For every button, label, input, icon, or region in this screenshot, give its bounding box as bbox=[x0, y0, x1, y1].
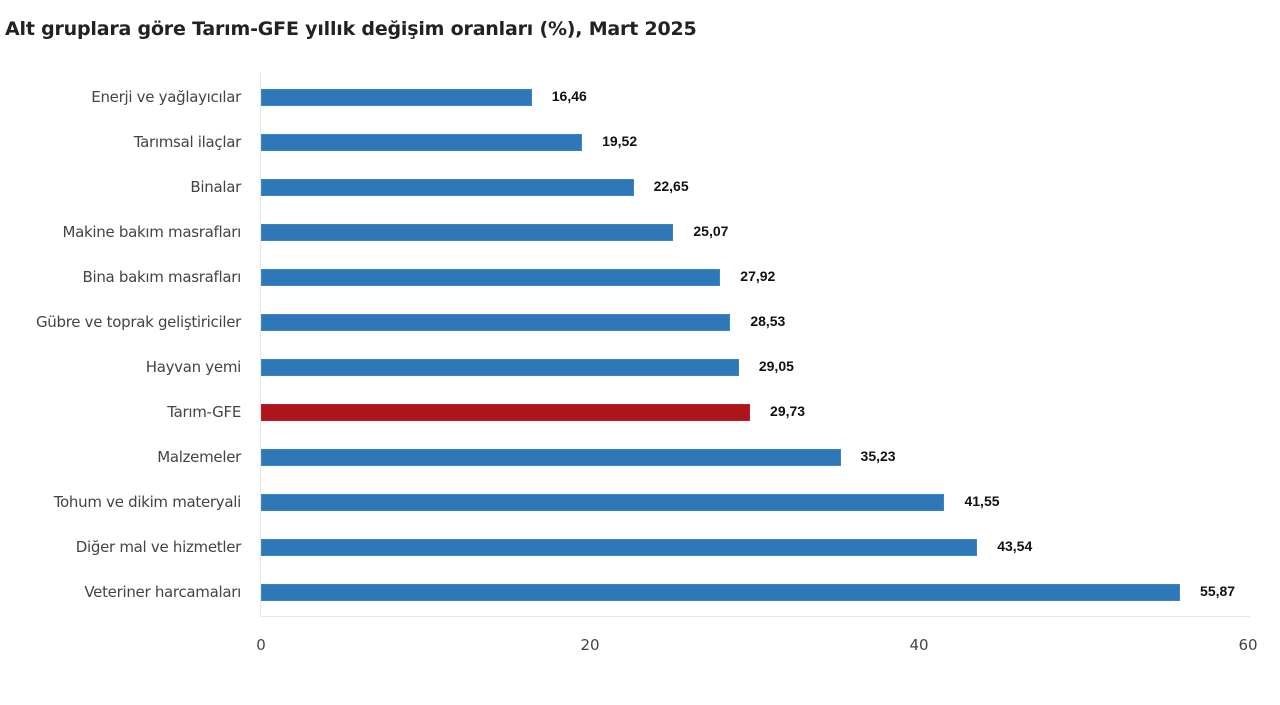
bar bbox=[261, 89, 532, 106]
category-label: Malzemeler bbox=[157, 448, 241, 466]
x-axis-line bbox=[260, 616, 1250, 617]
value-label: 28,53 bbox=[750, 313, 786, 329]
bar bbox=[261, 494, 945, 511]
bar bbox=[261, 314, 731, 331]
value-label: 55,87 bbox=[1200, 583, 1236, 599]
y-axis-line bbox=[260, 72, 261, 616]
category-label: Tohum ve dikim materyali bbox=[53, 493, 242, 511]
value-label: 25,07 bbox=[693, 223, 729, 239]
bar-row: Hayvan yemi 29,05 bbox=[0, 353, 1280, 383]
value-label: 29,05 bbox=[758, 358, 794, 374]
bar-row: Binalar 22,65 bbox=[0, 173, 1280, 203]
bar bbox=[261, 179, 634, 196]
value-label: 27,92 bbox=[740, 268, 776, 284]
bar bbox=[261, 134, 583, 151]
bar bbox=[261, 269, 721, 286]
x-tick-20: 20 bbox=[580, 636, 600, 654]
value-label: 41,55 bbox=[964, 493, 1000, 509]
category-label: Hayvan yemi bbox=[145, 358, 242, 376]
value-label: 16,46 bbox=[551, 88, 587, 104]
category-label: Binalar bbox=[190, 178, 241, 196]
category-label: Tarım-GFE bbox=[167, 403, 241, 421]
category-label: Gübre ve toprak geliştiriciler bbox=[35, 313, 241, 331]
category-label: Enerji ve yağlayıcılar bbox=[91, 88, 241, 106]
category-label: Tarımsal ilaçlar bbox=[133, 133, 242, 151]
value-label: 22,65 bbox=[653, 178, 689, 194]
value-label: 43,54 bbox=[997, 538, 1033, 554]
bar-row: Tarımsal ilaçlar 19,52 bbox=[0, 128, 1280, 158]
bar-row: Veteriner harcamaları 55,87 bbox=[0, 578, 1280, 608]
category-label: Diğer mal ve hizmetler bbox=[75, 538, 242, 556]
bar bbox=[261, 584, 1181, 601]
bar-highlight bbox=[261, 404, 751, 421]
value-label: 35,23 bbox=[860, 448, 896, 464]
bar bbox=[261, 224, 674, 241]
category-label: Makine bakım masrafları bbox=[62, 223, 242, 241]
bar-row: Makine bakım masrafları 25,07 bbox=[0, 218, 1280, 248]
category-label: Bina bakım masrafları bbox=[82, 268, 241, 286]
bar-row: Malzemeler 35,23 bbox=[0, 443, 1280, 473]
bar-row: Enerji ve yağlayıcılar 16,46 bbox=[0, 83, 1280, 113]
bar bbox=[261, 359, 739, 376]
value-label: 29,73 bbox=[770, 403, 806, 419]
chart-title: Alt gruplara göre Tarım-GFE yıllık değiş… bbox=[5, 18, 697, 40]
bar bbox=[261, 539, 978, 556]
bar-row: Gübre ve toprak geliştiriciler 28,53 bbox=[0, 308, 1280, 338]
bar-row: Bina bakım masrafları 27,92 bbox=[0, 263, 1280, 293]
category-label: Veteriner harcamaları bbox=[84, 583, 241, 601]
x-tick-40: 40 bbox=[909, 636, 929, 654]
value-label: 19,52 bbox=[602, 133, 638, 149]
bar-row: Tohum ve dikim materyali 41,55 bbox=[0, 488, 1280, 518]
bar bbox=[261, 449, 841, 466]
x-tick-60: 60 bbox=[1238, 636, 1258, 654]
bar-row: Tarım-GFE 29,73 bbox=[0, 398, 1280, 428]
x-tick-0: 0 bbox=[256, 636, 266, 654]
bar-row: Diğer mal ve hizmetler 43,54 bbox=[0, 533, 1280, 563]
